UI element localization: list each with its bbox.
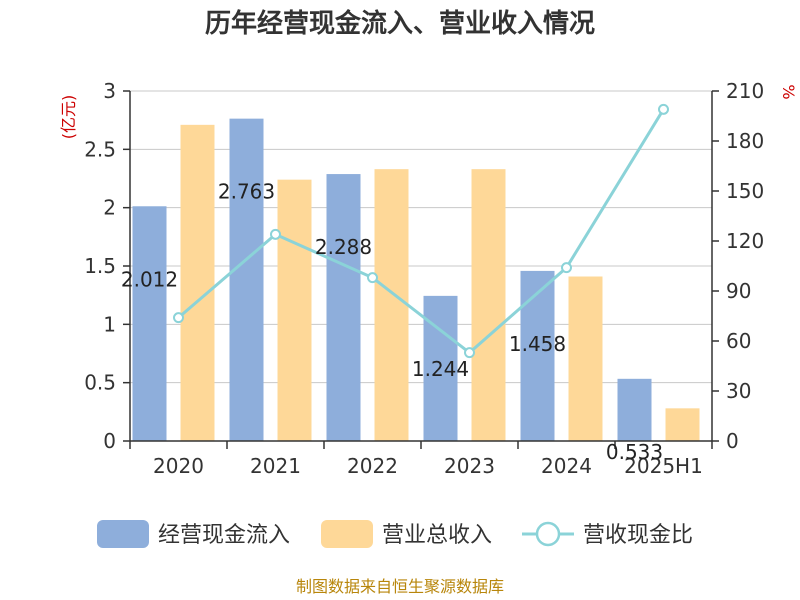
legend: 经营现金流入 营业总收入 营收现金比 [97,520,693,548]
ratio-line-layer [173,103,669,359]
legend-marker-ratio [535,521,561,547]
cash-inflow-data-label: 0.533 [606,440,663,464]
data-labels: 2.012 2.763 2.288 1.244 1.458 0.533 [121,180,663,464]
revenue-bar [568,276,603,441]
x-tick-label: 2020 [153,454,204,478]
y-right-tick-label: 0 [726,429,739,453]
cash-inflow-data-label: 2.288 [315,235,372,259]
cash-inflow-bar [617,378,652,441]
x-tick-label: 2022 [347,454,398,478]
x-tick-label: 2024 [541,454,592,478]
ratio-line [177,108,665,355]
legend-label-revenue: 营业总收入 [382,523,492,548]
legend-label-ratio: 营收现金比 [583,523,693,548]
y-right-tick-label: 180 [726,129,764,153]
cash-inflow-bar [326,174,361,442]
legend-swatch-cash-inflow [97,520,149,548]
legend-label-cash-inflow: 经营现金流入 [158,523,290,548]
legend-swatch-revenue [321,520,373,548]
ratio-point [173,312,184,324]
cash-inflow-data-label: 1.458 [509,332,566,356]
y-right-tick-label: 30 [726,379,751,403]
source-note: 制图数据来自恒生聚源数据库 [296,577,504,596]
revenue-bar [374,169,409,441]
y-right-tick-label: 150 [726,179,764,203]
y-right-tick-label: 120 [726,229,764,253]
y-left-tick-label: 2.5 [84,137,116,161]
y-right-tick-label: 90 [726,279,751,303]
ratio-point [367,272,378,284]
chart-title: 历年经营现金流入、营业收入情况 [205,8,595,39]
revenue-bar [665,408,700,441]
y-left-tick-label: 1 [103,312,116,336]
x-tick-label: 2025H1 [624,454,703,478]
cash-inflow-bar [132,206,167,441]
cash-inflow-bar [229,118,264,442]
y-right-tick-label: 60 [726,329,751,353]
revenue-bar [471,169,506,441]
y-right-tick-label: 210 [726,79,764,103]
cash-inflow-bar [520,270,555,441]
cash-inflow-data-label: 2.763 [218,180,275,204]
ratio-point [561,262,572,274]
grid [130,90,712,384]
x-tick-label: 2021 [250,454,301,478]
y-left-tick-label: 3 [103,79,116,103]
cash-inflow-data-label: 2.012 [121,267,178,291]
cash-inflow-data-label: 1.244 [412,357,469,381]
y-left-tick-label: 2 [103,196,116,220]
ratio-point [464,347,475,359]
y-left-tick-label: 1.5 [84,254,116,278]
y-left-unit: (亿元) [59,95,78,140]
bars [132,118,700,442]
y-left-tick-label: 0 [103,429,116,453]
x-tick-label: 2023 [444,454,495,478]
revenue-bar [180,124,215,441]
y-right-unit: % [779,84,798,99]
ratio-point [658,103,669,115]
y-left-tick-label: 0.5 [84,371,116,395]
ratio-point [270,228,281,240]
revenue-bar [277,179,312,441]
